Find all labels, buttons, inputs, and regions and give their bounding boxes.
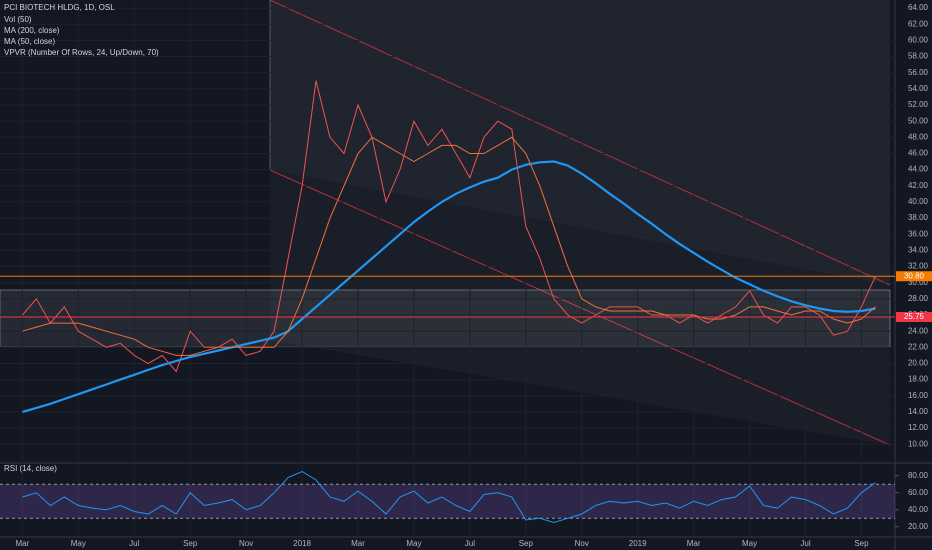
rsi-tick-label: 60.00 xyxy=(908,488,929,497)
y-tick-label: 36.00 xyxy=(908,229,929,238)
y-tick-label: 16.00 xyxy=(908,391,929,400)
y-tick-label: 18.00 xyxy=(908,375,929,384)
y-tick-label: 54.00 xyxy=(908,84,929,93)
x-tick-label: May xyxy=(71,539,86,548)
legend-vol: Vol (50) xyxy=(4,15,32,24)
y-tick-label: 40.00 xyxy=(908,197,929,206)
price-label-box xyxy=(896,271,932,282)
legend-vpvr: VPVR (Number Of Rows, 24, Up/Down, 70) xyxy=(4,48,159,57)
x-tick-label: Mar xyxy=(15,539,29,548)
x-tick-label: 2018 xyxy=(293,539,311,548)
y-tick-label: 28.00 xyxy=(908,294,929,303)
y-tick-label: 50.00 xyxy=(908,116,929,125)
series-line xyxy=(22,136,876,356)
y-tick-label: 12.00 xyxy=(908,423,929,432)
series-line xyxy=(22,80,876,373)
y-tick-label: 46.00 xyxy=(908,149,929,158)
symbol-title: PCI BIOTECH HLDG, 1D, OSL xyxy=(4,3,115,12)
y-tick-label: 42.00 xyxy=(908,181,929,190)
legend-ma200: MA (200, close) xyxy=(4,26,60,35)
y-tick-label: 62.00 xyxy=(908,19,929,28)
price-label: 30.80 xyxy=(904,271,925,280)
rsi-title: RSI (14, close) xyxy=(4,464,57,473)
rsi-band xyxy=(0,484,895,519)
y-tick-label: 60.00 xyxy=(908,35,929,44)
x-tick-label: Nov xyxy=(239,539,253,548)
y-tick-label: 10.00 xyxy=(908,439,929,448)
y-tick-label: 20.00 xyxy=(908,359,929,368)
channel-lower xyxy=(269,169,891,446)
x-tick-label: Mar xyxy=(351,539,365,548)
y-tick-label: 48.00 xyxy=(908,132,929,141)
y-tick-label: 52.00 xyxy=(908,100,929,109)
x-tick-label: 2019 xyxy=(629,539,647,548)
y-tick-label: 30.00 xyxy=(908,278,929,287)
y-tick-label: 32.00 xyxy=(908,262,929,271)
x-tick-label: Nov xyxy=(575,539,589,548)
x-tick-label: May xyxy=(742,539,757,548)
y-tick-label: 24.00 xyxy=(908,326,929,335)
y-tick-label: 58.00 xyxy=(908,52,929,61)
price-label: 25.75 xyxy=(904,312,925,321)
legend-ma50: MA (50, close) xyxy=(4,37,55,46)
x-tick-label: Sep xyxy=(183,539,198,548)
rsi-tick-label: 80.00 xyxy=(908,471,929,480)
x-tick-label: Mar xyxy=(687,539,701,548)
x-tick-label: May xyxy=(406,539,421,548)
y-tick-label: 56.00 xyxy=(908,68,929,77)
rsi-tick-label: 40.00 xyxy=(908,505,929,514)
y-tick-label: 34.00 xyxy=(908,245,929,254)
x-tick-label: Jul xyxy=(465,539,475,548)
price-label-box xyxy=(896,312,932,323)
x-tick-label: Jul xyxy=(800,539,810,548)
x-tick-label: Sep xyxy=(854,539,869,548)
rsi-tick-label: 20.00 xyxy=(908,522,929,531)
y-tick-label: 44.00 xyxy=(908,165,929,174)
series-line xyxy=(22,470,876,524)
y-tick-label: 38.00 xyxy=(908,213,929,222)
y-tick-label: 22.00 xyxy=(908,342,929,351)
x-tick-label: Sep xyxy=(519,539,534,548)
y-tick-label: 14.00 xyxy=(908,407,929,416)
y-tick-label: 64.00 xyxy=(908,3,929,12)
channel-upper xyxy=(269,0,891,286)
x-tick-label: Jul xyxy=(129,539,139,548)
